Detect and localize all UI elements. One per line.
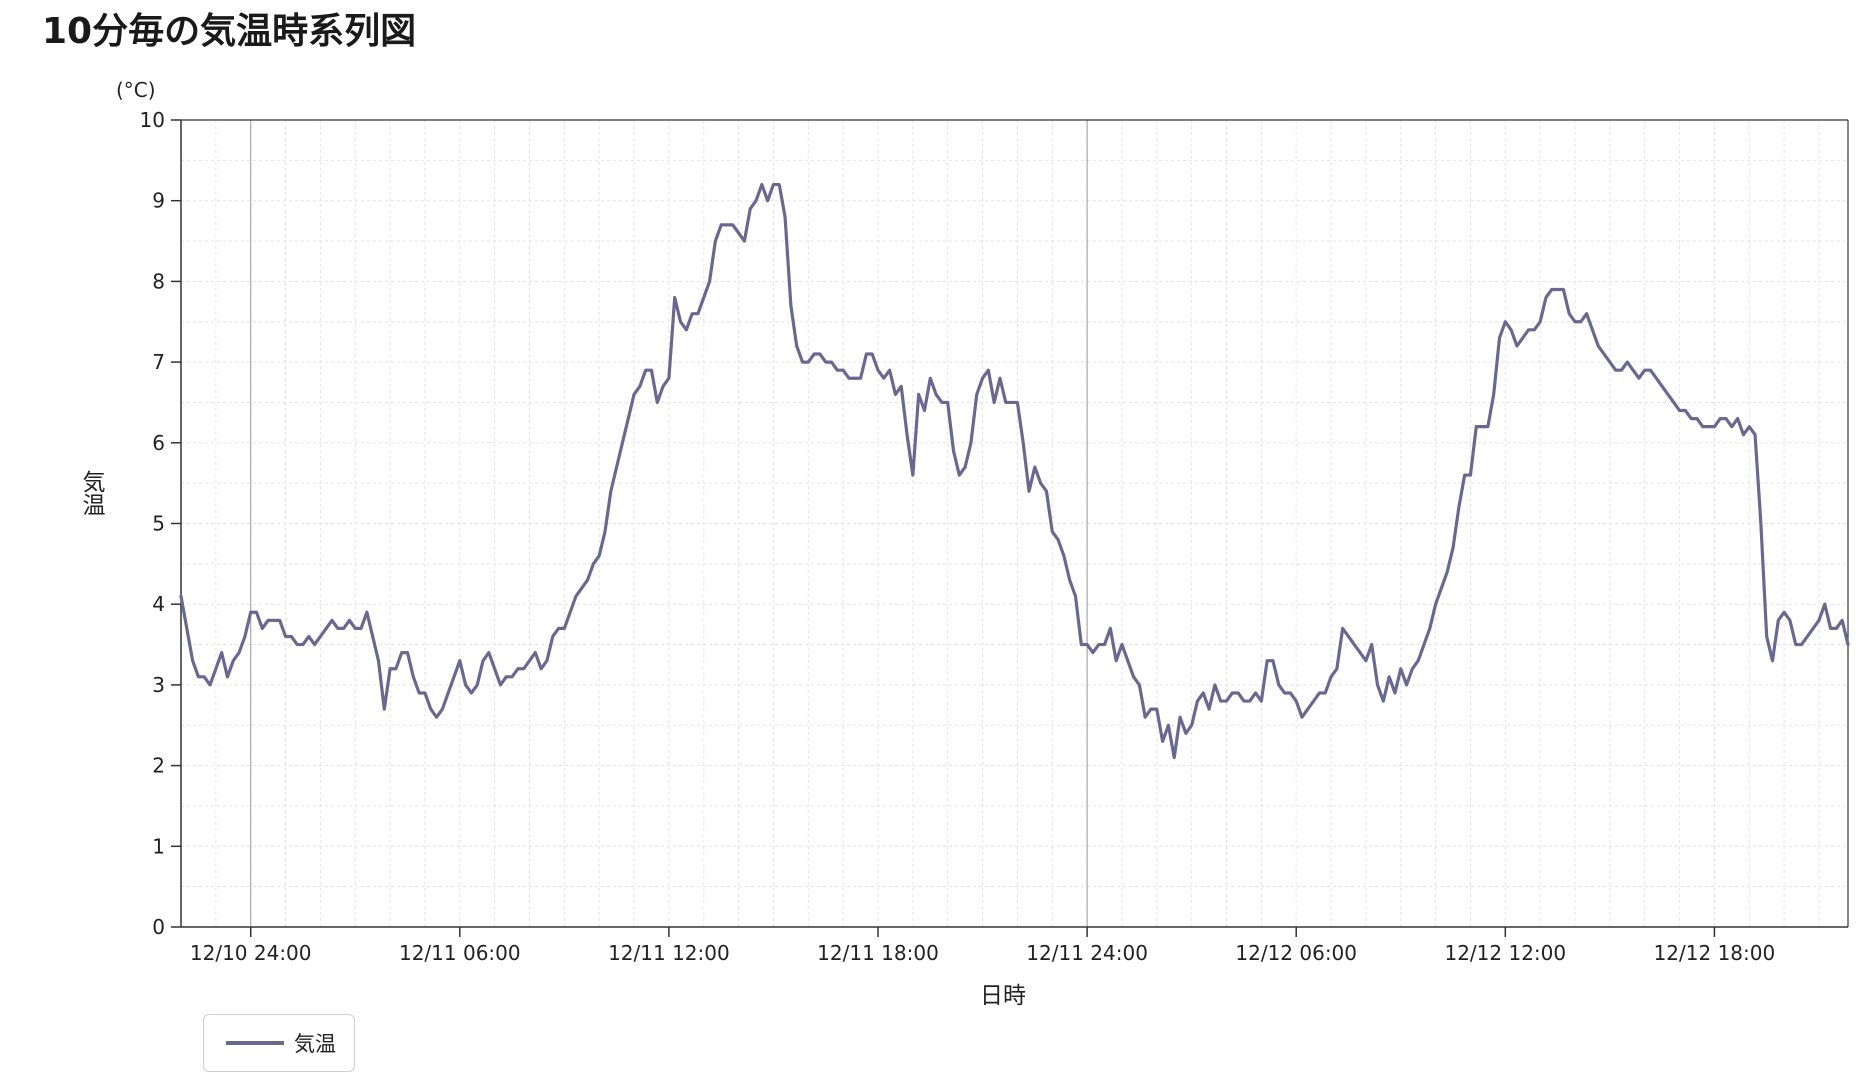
- y-tick-label: 9: [152, 189, 165, 213]
- y-axis-unit: (°C): [116, 78, 156, 102]
- y-tick-label: 4: [152, 592, 165, 616]
- major-grid: [250, 120, 1088, 927]
- x-tick-label: 12/10 24:00: [190, 941, 312, 965]
- y-tick-label: 5: [152, 512, 165, 536]
- y-tick-label: 1: [152, 834, 165, 858]
- x-tick-label: 12/11 18:00: [817, 941, 939, 965]
- axes: [180, 119, 1849, 928]
- y-tick-label: 8: [152, 269, 165, 293]
- line-chart: 0 1 2 3 4 5 6 7 8 9 10 12/10 24:00 12/11 06:00 12/11…: [140, 108, 1850, 965]
- y-ticks: 0 1 2 3 4 5 6 7 8 9 10: [140, 108, 181, 939]
- series-group: [179, 182, 1850, 760]
- y-axis-title: 気温: [78, 470, 104, 516]
- y-tick-label: 2: [152, 754, 165, 778]
- x-tick-label: 12/12 06:00: [1235, 941, 1357, 965]
- x-axis-title: 日時: [980, 983, 1026, 1009]
- x-tick-label: 12/11 24:00: [1026, 941, 1148, 965]
- y-tick-label: 7: [152, 350, 165, 374]
- x-ticks: 12/10 24:00 12/11 06:00 12/11 12:00 12/11 1…: [190, 927, 1775, 965]
- y-tick-label: 6: [152, 431, 165, 455]
- y-tick-label: 10: [140, 108, 165, 132]
- minor-grid: [180, 119, 1848, 928]
- page-title: 10分毎の気温時系列図: [42, 11, 417, 52]
- legend-label: 気温: [294, 1032, 336, 1056]
- temperature-series-line: [179, 182, 1850, 760]
- x-tick-label: 12/11 06:00: [399, 941, 521, 965]
- y-tick-label: 3: [152, 673, 165, 697]
- y-tick-label: 0: [152, 915, 165, 939]
- x-tick-label: 12/12 18:00: [1654, 941, 1776, 965]
- x-tick-label: 12/11 12:00: [608, 941, 730, 965]
- legend-swatch: [226, 1041, 284, 1045]
- x-tick-label: 12/12 12:00: [1444, 941, 1566, 965]
- legend[interactable]: 気温: [203, 1014, 355, 1072]
